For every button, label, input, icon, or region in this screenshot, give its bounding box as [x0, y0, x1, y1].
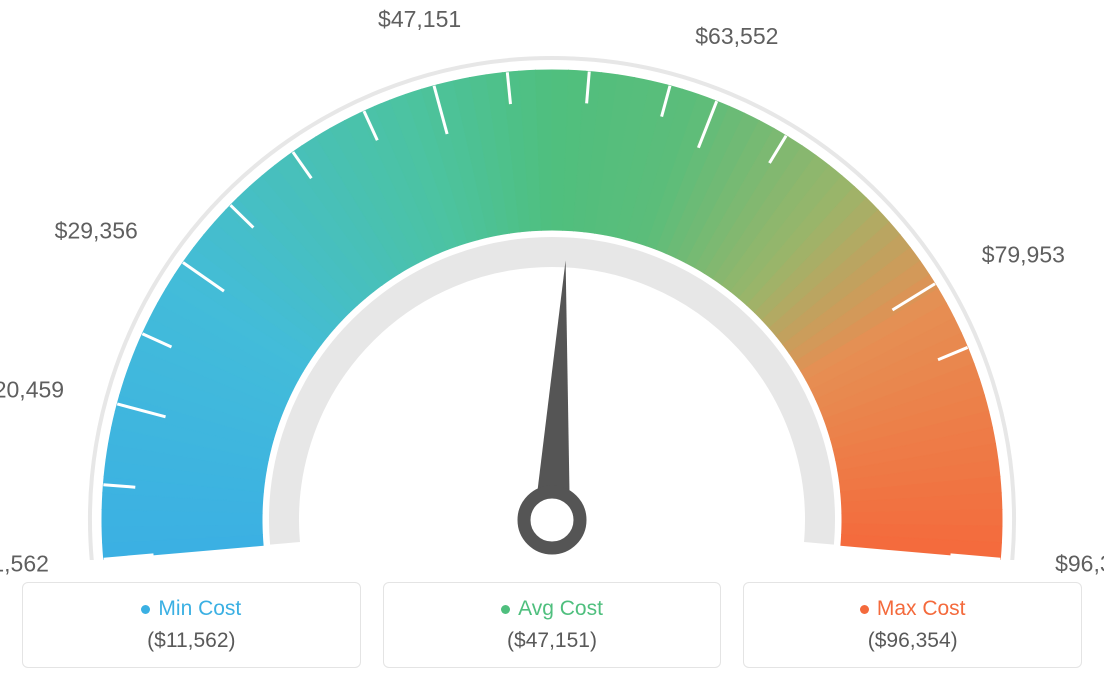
legend-title-avg: Avg Cost [501, 597, 603, 621]
gauge-tick-label: $63,552 [695, 23, 778, 50]
gauge-tick-label: $29,356 [55, 218, 138, 245]
gauge-svg [0, 0, 1104, 560]
legend-dot-icon [141, 605, 150, 614]
legend-row: Min Cost ($11,562) Avg Cost ($47,151) Ma… [0, 570, 1104, 690]
gauge-tick-label: $79,953 [982, 241, 1065, 268]
legend-title-text: Max Cost [877, 597, 966, 621]
legend-card-avg: Avg Cost ($47,151) [383, 582, 722, 668]
legend-title-min: Min Cost [141, 597, 241, 621]
legend-value-max: ($96,354) [868, 629, 958, 653]
legend-title-text: Min Cost [158, 597, 241, 621]
legend-card-min: Min Cost ($11,562) [22, 582, 361, 668]
gauge-tick-label: $20,459 [0, 376, 64, 403]
gauge-area: $11,562$20,459$29,356$47,151$63,552$79,9… [0, 0, 1104, 560]
legend-card-max: Max Cost ($96,354) [743, 582, 1082, 668]
legend-title-max: Max Cost [860, 597, 966, 621]
legend-value-min: ($11,562) [147, 629, 235, 653]
legend-dot-icon [860, 605, 869, 614]
gauge-tick-label: $47,151 [378, 6, 461, 33]
legend-title-text: Avg Cost [518, 597, 603, 621]
legend-value-avg: ($47,151) [507, 629, 597, 653]
gauge-chart-container: $11,562$20,459$29,356$47,151$63,552$79,9… [0, 0, 1104, 690]
legend-dot-icon [501, 605, 510, 614]
